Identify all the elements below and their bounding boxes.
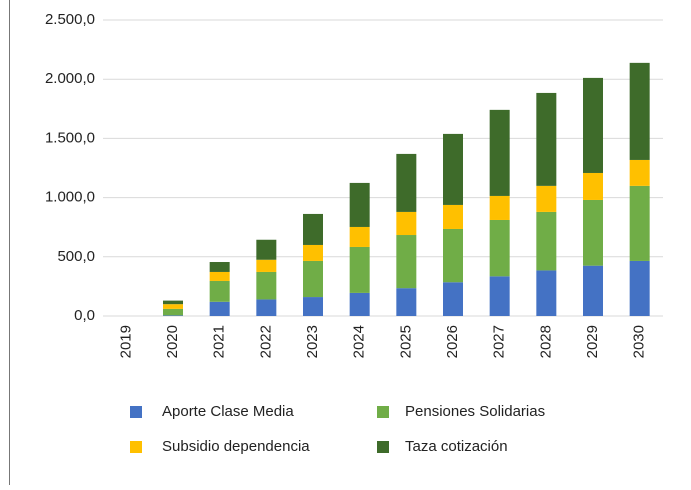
bar-segment	[443, 204, 463, 229]
legend-swatch	[377, 406, 389, 418]
x-tick-label: 2020	[164, 325, 181, 358]
bar-segment	[583, 77, 603, 173]
legend-label: Taza cotización	[405, 438, 508, 455]
bar-segment	[209, 301, 230, 316]
bar-segment	[303, 297, 323, 316]
bar-segment	[536, 185, 557, 212]
bar-segment	[396, 235, 417, 289]
x-tick-label: 2019	[117, 325, 134, 358]
bar-segment	[163, 315, 183, 316]
y-tick-label: 2.000,0	[45, 70, 95, 87]
bar-segment	[303, 260, 323, 298]
bar-segment	[583, 199, 603, 266]
legend-label: Subsidio dependencia	[162, 438, 310, 455]
bar-segment	[629, 185, 650, 261]
bar-segment	[583, 265, 603, 316]
bar-segment	[489, 219, 510, 277]
bar-segment	[536, 92, 557, 186]
y-tick-label: 1.000,0	[45, 189, 95, 206]
bar-segment	[396, 153, 417, 212]
x-tick-label: 2026	[444, 325, 461, 358]
bar-segment	[489, 109, 510, 196]
x-tick-label: 2025	[397, 325, 414, 358]
legend-label: Pensiones Solidarias	[405, 403, 545, 420]
bar-segment	[489, 195, 510, 220]
bar-segment	[256, 299, 277, 316]
legend-swatch	[377, 441, 389, 453]
y-tick-label: 1.500,0	[45, 129, 95, 146]
bar-segment	[209, 280, 230, 302]
x-tick-label: 2028	[537, 325, 554, 358]
bar-segment	[256, 259, 277, 272]
bar-segment	[349, 246, 370, 293]
x-tick-label: 2027	[491, 325, 508, 358]
bar-segment	[536, 270, 557, 316]
bar-segment	[349, 226, 370, 247]
y-tick-label: 0,0	[74, 307, 95, 324]
x-tick-label: 2029	[584, 325, 601, 358]
x-tick-label: 2030	[631, 325, 648, 358]
bar-segment	[443, 228, 463, 283]
x-tick-label: 2023	[304, 325, 321, 358]
legend-swatch	[130, 441, 142, 453]
y-tick-label: 500,0	[57, 248, 95, 265]
x-tick-label: 2021	[211, 325, 228, 358]
bar-segment	[489, 276, 510, 316]
bar-segment	[629, 62, 650, 160]
x-tick-label: 2022	[257, 325, 274, 358]
bar-segment	[443, 133, 463, 205]
bar-segment	[349, 182, 370, 227]
bar-segment	[303, 213, 323, 245]
bar-segment	[163, 308, 183, 316]
bar-segment	[629, 260, 650, 316]
bar-segment	[256, 239, 277, 260]
bar-segment	[396, 288, 417, 316]
bar-segment	[256, 271, 277, 300]
bar-segment	[303, 244, 323, 261]
bar-segment	[443, 282, 463, 316]
bar-segment	[209, 271, 230, 281]
bar-segment	[209, 262, 230, 272]
legend-label: Aporte Clase Media	[162, 403, 294, 420]
bar-segment	[536, 211, 557, 271]
y-tick-label: 2.500,0	[45, 11, 95, 28]
bar-segment	[629, 159, 650, 186]
bar-segment	[396, 211, 417, 236]
x-tick-label: 2024	[351, 325, 368, 358]
legend-swatch	[130, 406, 142, 418]
bar-segment	[163, 304, 183, 309]
bar-segment	[163, 300, 183, 305]
bar-segment	[349, 292, 370, 316]
bar-segment	[583, 172, 603, 200]
